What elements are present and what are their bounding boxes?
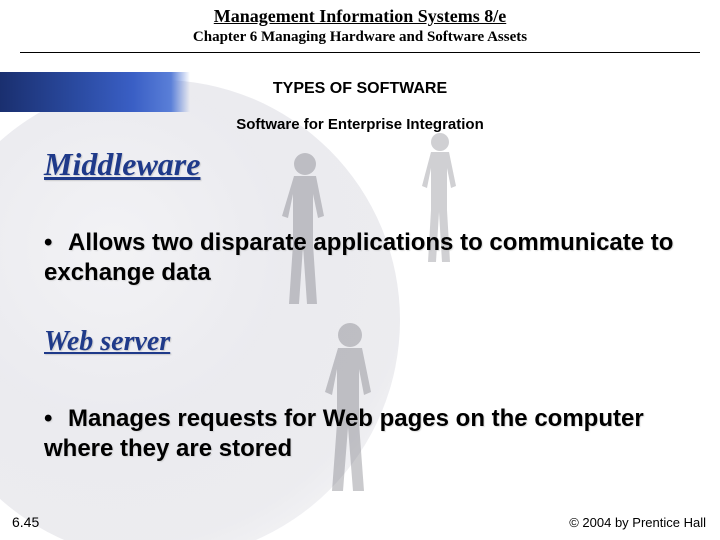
- slide-header: Management Information Systems 8/e Chapt…: [0, 0, 720, 53]
- chapter-title: Chapter 6 Managing Hardware and Software…: [0, 29, 720, 46]
- subsection-label: Software for Enterprise Integration: [0, 116, 720, 133]
- bullet-2: •Manages requests for Web pages on the c…: [44, 404, 680, 464]
- heading-middleware: Middleware: [44, 146, 200, 183]
- slide-number: 6.45: [12, 514, 39, 530]
- bullet-marker: •: [44, 404, 68, 434]
- slide: Management Information Systems 8/e Chapt…: [0, 0, 720, 540]
- header-divider: [20, 52, 700, 53]
- bullet-1-text: Allows two disparate applications to com…: [44, 229, 673, 286]
- heading-webserver: Web server: [44, 326, 170, 358]
- book-title: Management Information Systems 8/e: [0, 6, 720, 27]
- bullet-1: •Allows two disparate applications to co…: [44, 228, 680, 288]
- copyright: © 2004 by Prentice Hall: [569, 515, 706, 530]
- section-label: TYPES OF SOFTWARE: [0, 80, 720, 98]
- bullet-2-text: Manages requests for Web pages on the co…: [44, 405, 644, 462]
- bullet-marker: •: [44, 228, 68, 258]
